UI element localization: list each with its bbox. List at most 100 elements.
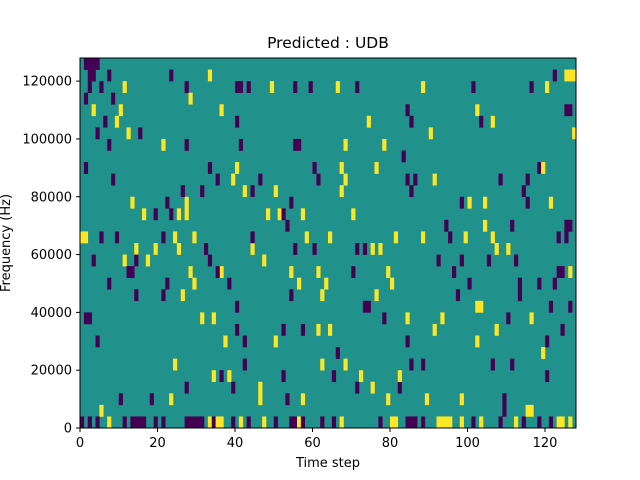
heatmap-cell bbox=[552, 69, 557, 82]
heatmap-cell bbox=[331, 416, 337, 429]
x-tick-label: 100 bbox=[455, 436, 480, 451]
heatmap-cell bbox=[300, 393, 306, 406]
heatmap-cell bbox=[428, 127, 433, 140]
heatmap-cell bbox=[83, 162, 89, 174]
heatmap-cell bbox=[355, 243, 360, 255]
heatmap-cell bbox=[83, 312, 89, 325]
heatmap-cell bbox=[161, 138, 166, 151]
heatmap-cell bbox=[231, 173, 236, 186]
heatmap-cell bbox=[475, 104, 480, 117]
heatmap-cell bbox=[161, 231, 166, 244]
heatmap-cell bbox=[219, 370, 224, 383]
chart-title: Predicted : UDB bbox=[267, 34, 389, 52]
heatmap-cell bbox=[300, 323, 306, 336]
heatmap-cell bbox=[118, 393, 123, 406]
heatmap-cell bbox=[483, 219, 488, 232]
heatmap-cell bbox=[250, 185, 255, 198]
heatmap-cell bbox=[362, 300, 368, 313]
heatmap-cell bbox=[568, 104, 573, 117]
heatmap-cell bbox=[390, 277, 395, 290]
heatmap-cell bbox=[262, 416, 267, 429]
heatmap-cell bbox=[169, 393, 174, 406]
heatmap-cell bbox=[572, 127, 577, 140]
heatmap-cell bbox=[510, 358, 515, 371]
heatmap-cell bbox=[258, 173, 263, 186]
heatmap-cell bbox=[564, 219, 569, 232]
heatmap-cell bbox=[564, 104, 569, 117]
heatmap-cell bbox=[312, 243, 317, 255]
heatmap-cell bbox=[285, 219, 290, 232]
heatmap-cell bbox=[517, 277, 523, 290]
heatmap-cell bbox=[142, 416, 147, 429]
heatmap-cell bbox=[235, 162, 240, 174]
heatmap-cell bbox=[107, 277, 112, 290]
heatmap-cell bbox=[328, 323, 333, 336]
heatmap-cell bbox=[560, 266, 565, 278]
heatmap-cell bbox=[568, 266, 573, 278]
heatmap-cell bbox=[293, 81, 298, 93]
heatmap-cell bbox=[242, 335, 247, 348]
heatmap-cell bbox=[95, 335, 100, 348]
heatmap-cell bbox=[378, 243, 383, 255]
y-tick-label: 120000 bbox=[22, 75, 72, 90]
heatmap-cell bbox=[409, 358, 414, 371]
heatmap-cell bbox=[386, 393, 391, 406]
heatmap-cell bbox=[320, 416, 325, 429]
heatmap-cell bbox=[111, 173, 116, 186]
heatmap-cell bbox=[316, 173, 321, 186]
heatmap-cell bbox=[343, 358, 348, 371]
heatmap-cell bbox=[556, 231, 561, 244]
heatmap-cell bbox=[355, 381, 360, 394]
heatmap-cell bbox=[502, 404, 507, 417]
heatmap-cell bbox=[351, 266, 356, 278]
heatmap-cell bbox=[231, 381, 236, 394]
heatmap-cell bbox=[200, 416, 205, 429]
heatmap-cell bbox=[83, 92, 89, 105]
heatmap-cell bbox=[370, 381, 375, 394]
heatmap-cell bbox=[188, 266, 193, 278]
heatmap-cell bbox=[107, 69, 112, 82]
heatmap-cell bbox=[393, 231, 399, 244]
heatmap-cell bbox=[471, 416, 476, 429]
heatmap-cell bbox=[134, 416, 139, 429]
heatmap-cell bbox=[200, 312, 205, 325]
heatmap-cell bbox=[95, 416, 100, 429]
heatmap-cell bbox=[525, 196, 530, 209]
heatmap-cell bbox=[537, 162, 542, 174]
heatmap-cell bbox=[359, 370, 364, 383]
heatmap-cell bbox=[238, 138, 244, 151]
heatmap-cell bbox=[572, 69, 577, 82]
heatmap-cell bbox=[207, 254, 213, 267]
heatmap-cell bbox=[316, 266, 321, 278]
heatmap-cell bbox=[339, 162, 344, 174]
heatmap-cell bbox=[386, 266, 391, 278]
x-tick-label: 40 bbox=[227, 436, 244, 451]
heatmap-cell bbox=[99, 81, 104, 93]
heatmap-plot-area bbox=[79, 57, 577, 429]
heatmap-cell bbox=[250, 231, 255, 244]
heatmap-cell bbox=[293, 138, 298, 151]
heatmap-cell bbox=[343, 138, 348, 151]
heatmap-cell bbox=[537, 277, 542, 290]
heatmap-cell bbox=[192, 277, 197, 290]
heatmap-cell bbox=[328, 231, 333, 244]
heatmap-cell bbox=[246, 416, 251, 429]
heatmap-cell bbox=[184, 416, 189, 429]
heatmap-cell bbox=[382, 312, 387, 325]
heatmap-cell bbox=[227, 277, 232, 290]
heatmap-cell bbox=[192, 416, 197, 429]
heatmap-cell bbox=[184, 196, 189, 209]
heatmap-cell bbox=[312, 162, 317, 174]
heatmap-cell bbox=[517, 289, 523, 302]
heatmap-cell bbox=[231, 416, 236, 429]
heatmap-cell bbox=[122, 81, 127, 93]
heatmap-cell bbox=[409, 115, 414, 128]
heatmap-cell bbox=[293, 416, 298, 429]
heatmap-cell bbox=[552, 277, 557, 290]
heatmap-cell bbox=[436, 254, 441, 267]
heatmap-cell bbox=[467, 277, 472, 290]
heatmap-cell bbox=[529, 81, 534, 93]
heatmap-cell bbox=[525, 404, 530, 417]
heatmap-cell bbox=[235, 115, 240, 128]
